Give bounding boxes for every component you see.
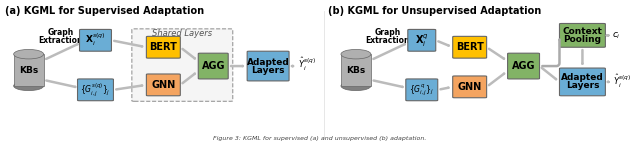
FancyBboxPatch shape [247,51,289,81]
Text: (b) KGML for Unsupervised Adaptation: (b) KGML for Unsupervised Adaptation [328,6,541,16]
FancyBboxPatch shape [406,79,438,101]
Text: (a) KGML for Supervised Adaptation: (a) KGML for Supervised Adaptation [4,6,204,16]
FancyBboxPatch shape [77,79,113,101]
Text: AGG: AGG [512,61,535,71]
Ellipse shape [341,49,371,59]
Text: BERT: BERT [456,42,484,52]
FancyBboxPatch shape [452,76,486,98]
FancyBboxPatch shape [198,53,228,79]
Text: Shared Layers: Shared Layers [152,29,212,38]
FancyBboxPatch shape [147,36,180,58]
Ellipse shape [13,81,44,91]
Text: $\mathbf{X}_i^{q}$: $\mathbf{X}_i^{q}$ [415,32,429,49]
Text: GNN: GNN [151,80,175,90]
Ellipse shape [13,49,44,59]
Text: Graph: Graph [47,28,74,37]
Text: Extraction: Extraction [365,36,410,45]
Text: Context: Context [563,27,602,36]
Text: BERT: BERT [149,42,177,52]
Text: Adapted: Adapted [561,74,604,83]
FancyBboxPatch shape [559,23,605,47]
FancyBboxPatch shape [559,68,605,96]
Text: Adapted: Adapted [247,58,289,67]
FancyBboxPatch shape [508,53,540,79]
FancyBboxPatch shape [452,36,486,58]
Text: $\hat{Y}_i^{s(q)}$: $\hat{Y}_i^{s(q)}$ [298,56,316,73]
Text: Extraction: Extraction [38,36,83,45]
Text: $\{G_{i,j}^{q}\}_j$: $\{G_{i,j}^{q}\}_j$ [409,82,435,97]
Bar [341,54,371,86]
Text: Figure 3: KGML for supervised (a) and unsupervised (b) adaptation.: Figure 3: KGML for supervised (a) and un… [213,136,427,141]
FancyBboxPatch shape [147,74,180,96]
Text: Pooling: Pooling [563,35,602,44]
Text: AGG: AGG [202,61,225,71]
Text: KBs: KBs [346,66,365,75]
Text: Layers: Layers [252,66,285,75]
Text: $c_i$: $c_i$ [612,30,621,41]
Text: Graph: Graph [375,28,401,37]
FancyBboxPatch shape [132,29,233,101]
Text: $\hat{Y}_i^{s(q)}$: $\hat{Y}_i^{s(q)}$ [613,73,632,90]
Text: GNN: GNN [458,82,482,92]
FancyBboxPatch shape [79,29,111,51]
Bar [13,54,44,86]
Text: Layers: Layers [566,81,599,90]
Text: $\{G_{i,j}^{s(q)}\}_j$: $\{G_{i,j}^{s(q)}\}_j$ [80,81,111,98]
Ellipse shape [341,81,371,91]
Text: KBs: KBs [19,66,38,75]
FancyBboxPatch shape [408,29,436,51]
Text: $\mathbf{X}_i^{s(q)}$: $\mathbf{X}_i^{s(q)}$ [85,32,106,48]
